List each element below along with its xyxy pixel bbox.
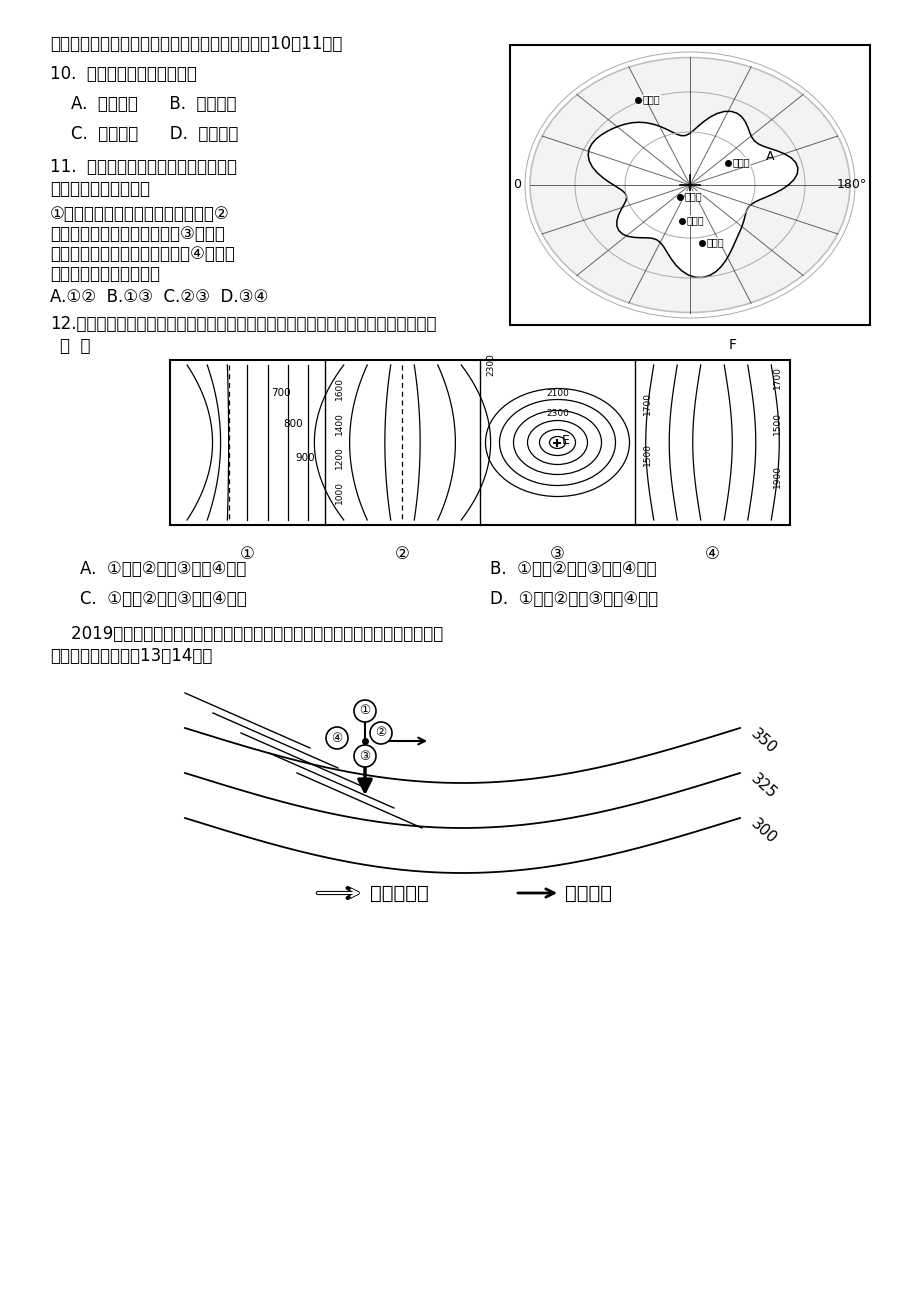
Text: 1700: 1700 xyxy=(772,367,781,389)
Circle shape xyxy=(325,726,347,749)
Text: 300: 300 xyxy=(747,817,778,847)
Text: 1500: 1500 xyxy=(642,444,652,466)
Text: ②: ② xyxy=(394,545,410,563)
Circle shape xyxy=(354,700,376,723)
Text: 1500: 1500 xyxy=(772,412,781,436)
Text: 明，观测结果研究价值大: 明，观测结果研究价值大 xyxy=(50,264,160,283)
Text: ①: ① xyxy=(359,704,370,717)
Text: A: A xyxy=(765,151,774,164)
Text: 350: 350 xyxy=(747,726,778,757)
Text: ③: ③ xyxy=(550,545,564,563)
Text: 极昼期长达半年，可连续观测③人类活: 极昼期长达半年，可连续观测③人类活 xyxy=(50,225,224,243)
Text: A.①②  B.①③  C.②③  D.③④: A.①② B.①③ C.②③ D.③④ xyxy=(50,288,268,306)
Text: D.  ①山脊②山脊③山顶④鞍部: D. ①山脊②山脊③山顶④鞍部 xyxy=(490,590,657,607)
Text: 12.下图中虚线或字母表示地形部位。下列选项中，地形部位名称排序与图序相符的是: 12.下图中虚线或字母表示地形部位。下列选项中，地形部位名称排序与图序相符的是 xyxy=(50,315,436,332)
Text: 0: 0 xyxy=(513,178,520,191)
Text: E: E xyxy=(561,435,569,446)
Text: 10.  罗斯海新站位于长城站的: 10. 罗斯海新站位于长城站的 xyxy=(50,65,197,82)
Text: 罗斯海: 罗斯海 xyxy=(732,157,750,168)
Text: 700: 700 xyxy=(270,387,290,398)
Text: 180°: 180° xyxy=(836,178,866,191)
Text: （  ）: （ ） xyxy=(60,336,90,355)
Bar xyxy=(509,45,869,325)
Text: 1000: 1000 xyxy=(335,480,344,504)
Text: 昆仑站: 昆仑站 xyxy=(685,191,702,202)
Text: 长城站: 长城站 xyxy=(642,94,660,103)
Text: 逃生方向: 逃生方向 xyxy=(564,884,611,902)
Ellipse shape xyxy=(529,58,849,313)
Polygon shape xyxy=(587,111,797,278)
Text: ②: ② xyxy=(375,726,386,740)
Text: ①: ① xyxy=(240,545,255,563)
Circle shape xyxy=(354,745,376,767)
Text: 泰山站: 泰山站 xyxy=(686,215,704,225)
Text: 2100: 2100 xyxy=(546,389,568,398)
Text: C.  西北方向      D.  西南方向: C. 西北方向 D. 西南方向 xyxy=(50,124,238,143)
Bar xyxy=(170,360,789,525)
Text: 2019年某地发生重大的滑坡、泥石流等自然灾害，造成重大损失。下图是逃生线: 2019年某地发生重大的滑坡、泥石流等自然灾害，造成重大损失。下图是逃生线 xyxy=(50,624,443,643)
Text: 泥石流方向: 泥石流方向 xyxy=(369,884,428,902)
Text: B.  ①山谷②山脊③鞍部④山顶: B. ①山谷②山脊③鞍部④山顶 xyxy=(490,560,656,579)
Text: ③: ③ xyxy=(359,750,370,763)
Text: 2300: 2300 xyxy=(485,353,494,376)
Text: 下图为我国南极科考站位置简图，读图文材料完成10～11题。: 下图为我国南极科考站位置简图，读图文材料完成10～11题。 xyxy=(50,35,342,52)
Text: 900: 900 xyxy=(295,453,314,463)
Text: 天文观测，主要原因是: 天文观测，主要原因是 xyxy=(50,181,150,198)
Text: 1900: 1900 xyxy=(772,465,781,488)
Text: 1600: 1600 xyxy=(335,377,344,399)
Text: 1200: 1200 xyxy=(335,446,344,470)
Circle shape xyxy=(369,723,391,744)
Text: A.  东北方向      B.  东南方向: A. 东北方向 B. 东南方向 xyxy=(50,96,236,113)
Text: 1700: 1700 xyxy=(642,393,652,415)
Text: ①海拔高，空气稀薄，大气透明度高②: ①海拔高，空气稀薄，大气透明度高② xyxy=(50,206,230,223)
Text: 路示意图，据此完成13～14题。: 路示意图，据此完成13～14题。 xyxy=(50,647,212,665)
Text: 800: 800 xyxy=(283,419,302,429)
Text: F: F xyxy=(728,338,736,352)
Text: 325: 325 xyxy=(747,771,778,802)
Text: C.  ①山谷②山脊③山顶④鞍部: C. ①山谷②山脊③山顶④鞍部 xyxy=(80,590,246,607)
Text: ④: ④ xyxy=(331,732,342,745)
Text: 11.  位于南极冰盖之巅的昆仑站最适合: 11. 位于南极冰盖之巅的昆仑站最适合 xyxy=(50,158,237,175)
Text: 动少，光污染和大气污染极少；④四季分: 动少，光污染和大气污染极少；④四季分 xyxy=(50,245,234,263)
Text: 1400: 1400 xyxy=(335,412,344,436)
Text: A.  ①山谷②山谷③山顶④鞍部: A. ①山谷②山谷③山顶④鞍部 xyxy=(80,560,246,579)
Text: 2300: 2300 xyxy=(546,410,568,419)
Text: ④: ④ xyxy=(704,545,720,563)
Text: 中山站: 中山站 xyxy=(706,237,724,247)
